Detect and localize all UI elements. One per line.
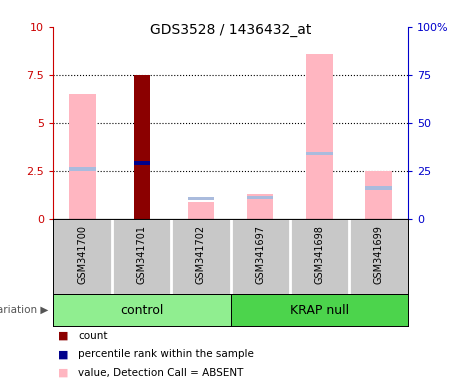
Bar xyxy=(247,194,273,219)
Text: GDS3528 / 1436432_at: GDS3528 / 1436432_at xyxy=(150,23,311,37)
Text: GSM341701: GSM341701 xyxy=(137,225,147,284)
Bar xyxy=(306,152,332,156)
Text: count: count xyxy=(78,331,108,341)
Bar xyxy=(365,171,392,219)
Text: genotype/variation ▶: genotype/variation ▶ xyxy=(0,305,48,315)
Text: GSM341697: GSM341697 xyxy=(255,225,265,284)
Text: GSM341699: GSM341699 xyxy=(373,225,384,284)
Bar xyxy=(247,196,273,200)
Bar xyxy=(134,75,150,219)
Text: KRAP null: KRAP null xyxy=(290,304,349,316)
Text: GSM341700: GSM341700 xyxy=(77,225,88,284)
Bar xyxy=(188,197,214,200)
Bar xyxy=(230,294,408,326)
Text: ■: ■ xyxy=(58,368,68,378)
Text: percentile rank within the sample: percentile rank within the sample xyxy=(78,349,254,359)
Bar xyxy=(134,161,150,165)
Bar xyxy=(69,94,96,219)
Bar xyxy=(306,54,332,219)
Text: value, Detection Call = ABSENT: value, Detection Call = ABSENT xyxy=(78,368,244,378)
Text: ■: ■ xyxy=(58,349,68,359)
Text: GSM341698: GSM341698 xyxy=(314,225,324,284)
Bar xyxy=(53,294,230,326)
Bar xyxy=(188,202,214,219)
Bar xyxy=(69,167,96,171)
Text: control: control xyxy=(120,304,164,316)
Bar xyxy=(365,187,392,190)
Text: GSM341702: GSM341702 xyxy=(196,225,206,284)
Text: ■: ■ xyxy=(58,331,68,341)
